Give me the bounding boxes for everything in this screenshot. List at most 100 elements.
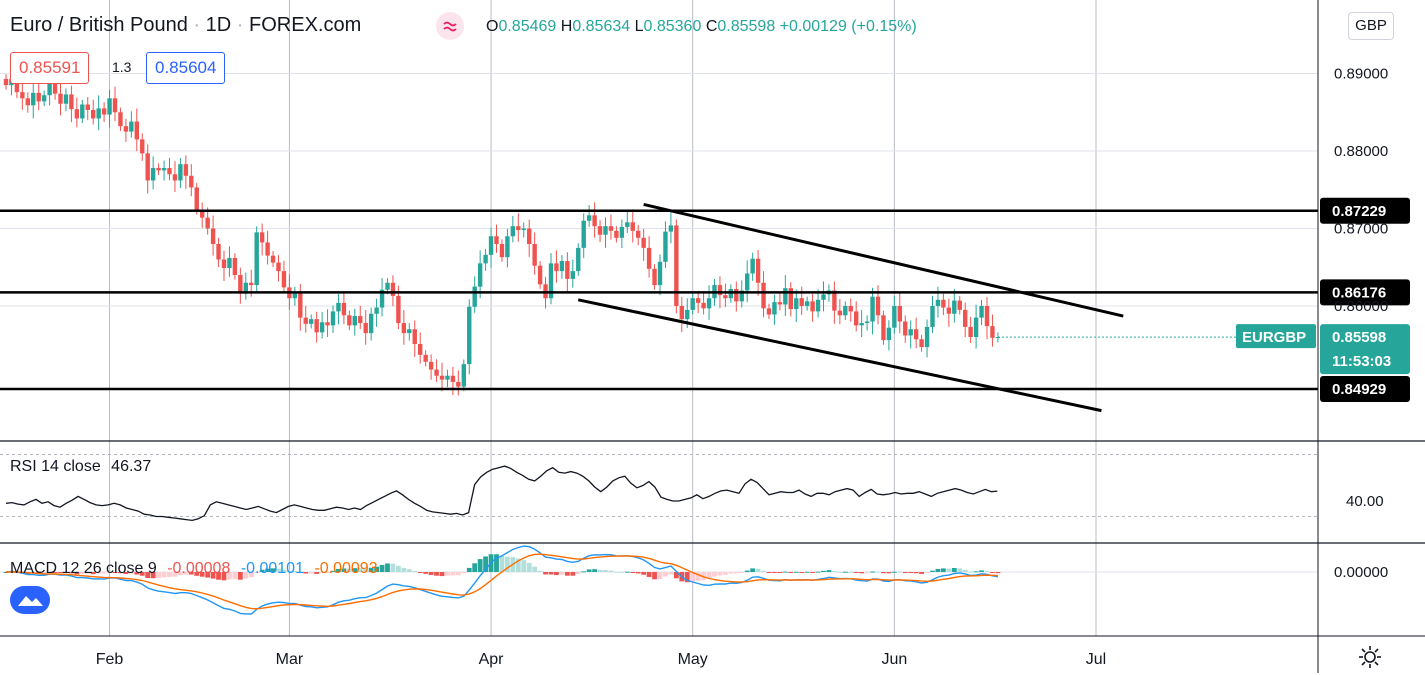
- candle-body: [510, 226, 516, 237]
- macd-histogram-bar: [357, 568, 363, 572]
- currency-button[interactable]: GBP: [1348, 12, 1394, 40]
- candle-body: [167, 168, 172, 175]
- candle-body: [892, 306, 897, 328]
- candle-body: [864, 321, 870, 324]
- macd-histogram-bar: [750, 568, 756, 572]
- candle-body: [652, 268, 657, 286]
- channel-upper-line[interactable]: [643, 203, 1124, 318]
- macd-signal-line: [5, 553, 998, 610]
- level-price-box: [1320, 279, 1410, 306]
- macd-histogram-bar: [505, 556, 510, 572]
- wave-icon[interactable]: [436, 12, 464, 40]
- macd-histogram-bar: [614, 571, 619, 573]
- settings-gear-icon[interactable]: [1357, 644, 1383, 670]
- macd-histogram-bar: [728, 572, 734, 574]
- candle-body: [303, 317, 308, 324]
- macd-histogram-bar: [788, 572, 794, 573]
- macd-histogram-bar: [608, 570, 614, 572]
- candle-body: [499, 244, 505, 258]
- candle-body: [330, 311, 336, 326]
- macd-histogram-bar: [548, 572, 554, 575]
- candle-body: [477, 263, 483, 287]
- macd-histogram-bar: [717, 572, 723, 576]
- candle-body: [243, 282, 248, 294]
- month-label: May: [678, 651, 708, 668]
- macd-histogram-bar: [47, 572, 52, 573]
- macd-histogram-bar: [853, 572, 859, 573]
- candle-body: [505, 236, 510, 258]
- macd-histogram-bar: [663, 572, 668, 577]
- candle-body: [537, 265, 543, 285]
- macd-histogram-bar: [472, 563, 478, 572]
- candle-body: [172, 174, 178, 181]
- candle-body: [586, 215, 592, 221]
- candle-body: [407, 329, 412, 334]
- candle-body: [548, 263, 554, 299]
- macd-histogram-bar: [167, 572, 172, 577]
- tradingview-logo-icon[interactable]: [10, 586, 50, 614]
- macd-histogram-bar: [227, 572, 232, 580]
- candle-body: [3, 78, 9, 86]
- candle-body: [145, 153, 150, 181]
- macd-histogram-bar: [624, 571, 630, 573]
- macd-histogram-bar: [303, 572, 309, 574]
- candle-body: [625, 222, 630, 227]
- macd-histogram-bar: [455, 572, 461, 576]
- macd-histogram-bar: [793, 571, 799, 573]
- macd-histogram-bar: [962, 569, 968, 572]
- horizontal-levels[interactable]: 0.87229 0.86176 0.84929 EURGBP 0.85598 11:53:…: [0, 197, 1410, 403]
- macd-histogram-bar: [619, 571, 625, 573]
- candle-body: [347, 315, 352, 326]
- candle-body: [941, 299, 946, 308]
- rsi-line: [5, 465, 998, 522]
- month-label: Mar: [276, 651, 304, 668]
- channel-lower-line[interactable]: [577, 298, 1102, 413]
- macd-histogram-bar: [821, 570, 826, 572]
- level-price-label: 0.87229: [1332, 203, 1386, 220]
- rsi-pane: 40.00: [0, 454, 1384, 522]
- candle-body: [69, 94, 74, 110]
- candle-body: [668, 225, 674, 232]
- candle-body: [118, 112, 123, 127]
- macd-histogram-bar: [733, 572, 739, 574]
- macd-histogram-bar: [924, 572, 930, 573]
- sell-button[interactable]: 0.85591: [10, 52, 90, 84]
- candle-body: [221, 259, 227, 269]
- candle-body: [597, 226, 603, 235]
- macd-histogram-bar: [919, 572, 924, 574]
- macd-histogram-bar: [766, 572, 772, 573]
- trend-channel[interactable]: [577, 203, 1124, 413]
- candle-body: [385, 282, 390, 290]
- candle-body: [897, 306, 902, 322]
- spread-value: 1.3: [112, 59, 132, 75]
- macd-histogram-bar: [412, 570, 418, 572]
- close-value: 0.85598: [717, 18, 776, 35]
- macd-histogram-bar: [112, 572, 118, 573]
- macd-label[interactable]: MACD 12 26 close 9 -0.00008 -0.00101 -0.…: [10, 560, 378, 577]
- candle-body: [952, 300, 957, 314]
- candle-body: [161, 168, 167, 171]
- candle-body: [717, 285, 723, 296]
- macd-histogram-bar: [210, 572, 216, 579]
- macd-histogram-bar: [804, 571, 810, 573]
- macd-histogram-bar: [439, 572, 445, 577]
- candle-body: [968, 326, 973, 337]
- macd-histogram-bar: [265, 568, 270, 572]
- candle-body: [494, 236, 499, 244]
- macd-histogram-bar: [145, 572, 151, 579]
- candle-body: [358, 316, 363, 324]
- macd-histogram-bar: [406, 569, 412, 572]
- macd-histogram-bar: [58, 572, 63, 573]
- candle-body: [238, 275, 243, 294]
- rsi-label[interactable]: RSI 14 close 46.37: [10, 458, 152, 475]
- candle-body: [412, 329, 417, 344]
- macd-tick-label: 0.00000: [1334, 564, 1388, 581]
- macd-histogram-bar: [336, 568, 341, 572]
- candle-body: [156, 168, 161, 171]
- candle-body: [581, 220, 586, 248]
- symbol-tag[interactable]: [1236, 324, 1316, 349]
- buy-button[interactable]: 0.85604: [146, 52, 226, 84]
- symbol-title[interactable]: Euro / British Pound · 1D · FOREX.com: [10, 14, 361, 37]
